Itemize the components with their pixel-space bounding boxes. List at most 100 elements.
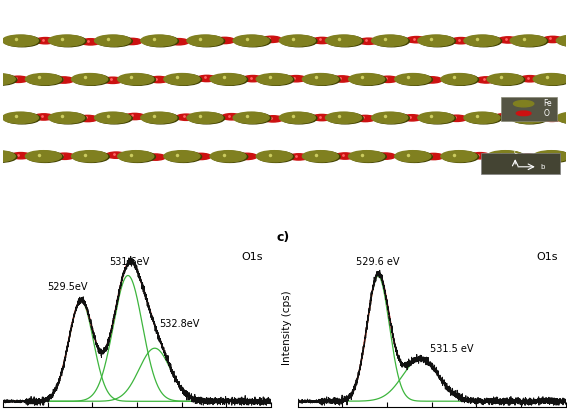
- Circle shape: [211, 151, 248, 162]
- Circle shape: [120, 151, 155, 162]
- Circle shape: [26, 74, 61, 85]
- Circle shape: [371, 35, 408, 46]
- Circle shape: [54, 153, 75, 159]
- Circle shape: [443, 151, 479, 162]
- Circle shape: [533, 74, 567, 85]
- Circle shape: [312, 114, 332, 121]
- Circle shape: [122, 38, 142, 45]
- Circle shape: [141, 35, 177, 46]
- Circle shape: [142, 113, 179, 124]
- Circle shape: [235, 35, 271, 47]
- Circle shape: [103, 77, 123, 83]
- Circle shape: [50, 113, 86, 124]
- Circle shape: [71, 74, 108, 85]
- Circle shape: [168, 39, 189, 45]
- Circle shape: [466, 113, 502, 124]
- Circle shape: [125, 113, 145, 120]
- Circle shape: [2, 112, 39, 123]
- Circle shape: [422, 77, 442, 83]
- Circle shape: [256, 151, 292, 162]
- Text: O: O: [543, 109, 549, 118]
- Circle shape: [325, 35, 362, 46]
- Circle shape: [487, 151, 523, 162]
- FancyBboxPatch shape: [501, 97, 557, 121]
- Circle shape: [543, 36, 563, 43]
- Circle shape: [518, 154, 538, 160]
- Circle shape: [350, 74, 386, 85]
- Circle shape: [235, 113, 271, 124]
- Circle shape: [327, 35, 363, 47]
- Circle shape: [197, 75, 217, 82]
- Circle shape: [281, 113, 317, 124]
- Circle shape: [514, 101, 534, 107]
- Circle shape: [78, 115, 98, 122]
- Circle shape: [0, 151, 17, 162]
- Circle shape: [50, 35, 86, 47]
- Circle shape: [191, 153, 211, 159]
- Circle shape: [350, 151, 386, 162]
- Text: (104): (104): [530, 20, 557, 30]
- Circle shape: [118, 151, 154, 162]
- Circle shape: [542, 115, 562, 122]
- Circle shape: [494, 113, 515, 120]
- Text: 529.6 eV: 529.6 eV: [357, 257, 400, 268]
- Circle shape: [512, 35, 548, 47]
- Circle shape: [443, 74, 479, 85]
- Circle shape: [54, 77, 74, 83]
- Circle shape: [214, 37, 235, 44]
- Circle shape: [164, 74, 200, 85]
- Circle shape: [512, 113, 548, 124]
- Circle shape: [487, 74, 523, 85]
- Circle shape: [243, 76, 263, 82]
- Circle shape: [2, 35, 39, 46]
- Circle shape: [0, 74, 15, 85]
- Circle shape: [402, 115, 422, 121]
- Circle shape: [441, 74, 477, 85]
- Circle shape: [349, 74, 384, 85]
- Text: 532.8eV: 532.8eV: [159, 319, 200, 329]
- Circle shape: [464, 35, 500, 46]
- Circle shape: [396, 151, 433, 162]
- Circle shape: [118, 74, 154, 85]
- Text: O1s: O1s: [536, 252, 558, 262]
- Text: c): c): [276, 231, 290, 245]
- Circle shape: [35, 37, 56, 44]
- Circle shape: [233, 112, 269, 123]
- Circle shape: [187, 112, 223, 123]
- Circle shape: [533, 151, 567, 162]
- Circle shape: [166, 74, 202, 85]
- Circle shape: [4, 35, 40, 47]
- Circle shape: [332, 76, 352, 82]
- Circle shape: [466, 35, 502, 47]
- Circle shape: [210, 74, 246, 85]
- Circle shape: [327, 113, 363, 124]
- Circle shape: [141, 112, 177, 123]
- Circle shape: [489, 151, 525, 162]
- Circle shape: [73, 74, 109, 85]
- Circle shape: [335, 153, 355, 159]
- Circle shape: [418, 35, 454, 46]
- Circle shape: [48, 35, 84, 46]
- Circle shape: [149, 76, 169, 83]
- Circle shape: [81, 39, 100, 45]
- Y-axis label: Intensity (cps): Intensity (cps): [282, 290, 292, 365]
- Circle shape: [142, 35, 179, 47]
- Circle shape: [11, 152, 31, 159]
- Circle shape: [281, 35, 317, 47]
- Circle shape: [349, 151, 384, 162]
- Circle shape: [520, 76, 540, 82]
- Circle shape: [304, 74, 340, 85]
- Circle shape: [27, 151, 63, 162]
- Circle shape: [558, 35, 567, 47]
- Circle shape: [464, 112, 500, 123]
- Circle shape: [96, 35, 132, 47]
- Circle shape: [395, 151, 431, 162]
- Circle shape: [451, 37, 471, 44]
- Text: 529.5eV: 529.5eV: [48, 282, 88, 292]
- Circle shape: [95, 35, 130, 46]
- Circle shape: [558, 113, 567, 124]
- Circle shape: [73, 151, 109, 162]
- Circle shape: [358, 38, 379, 44]
- Circle shape: [420, 113, 455, 124]
- Circle shape: [375, 153, 396, 159]
